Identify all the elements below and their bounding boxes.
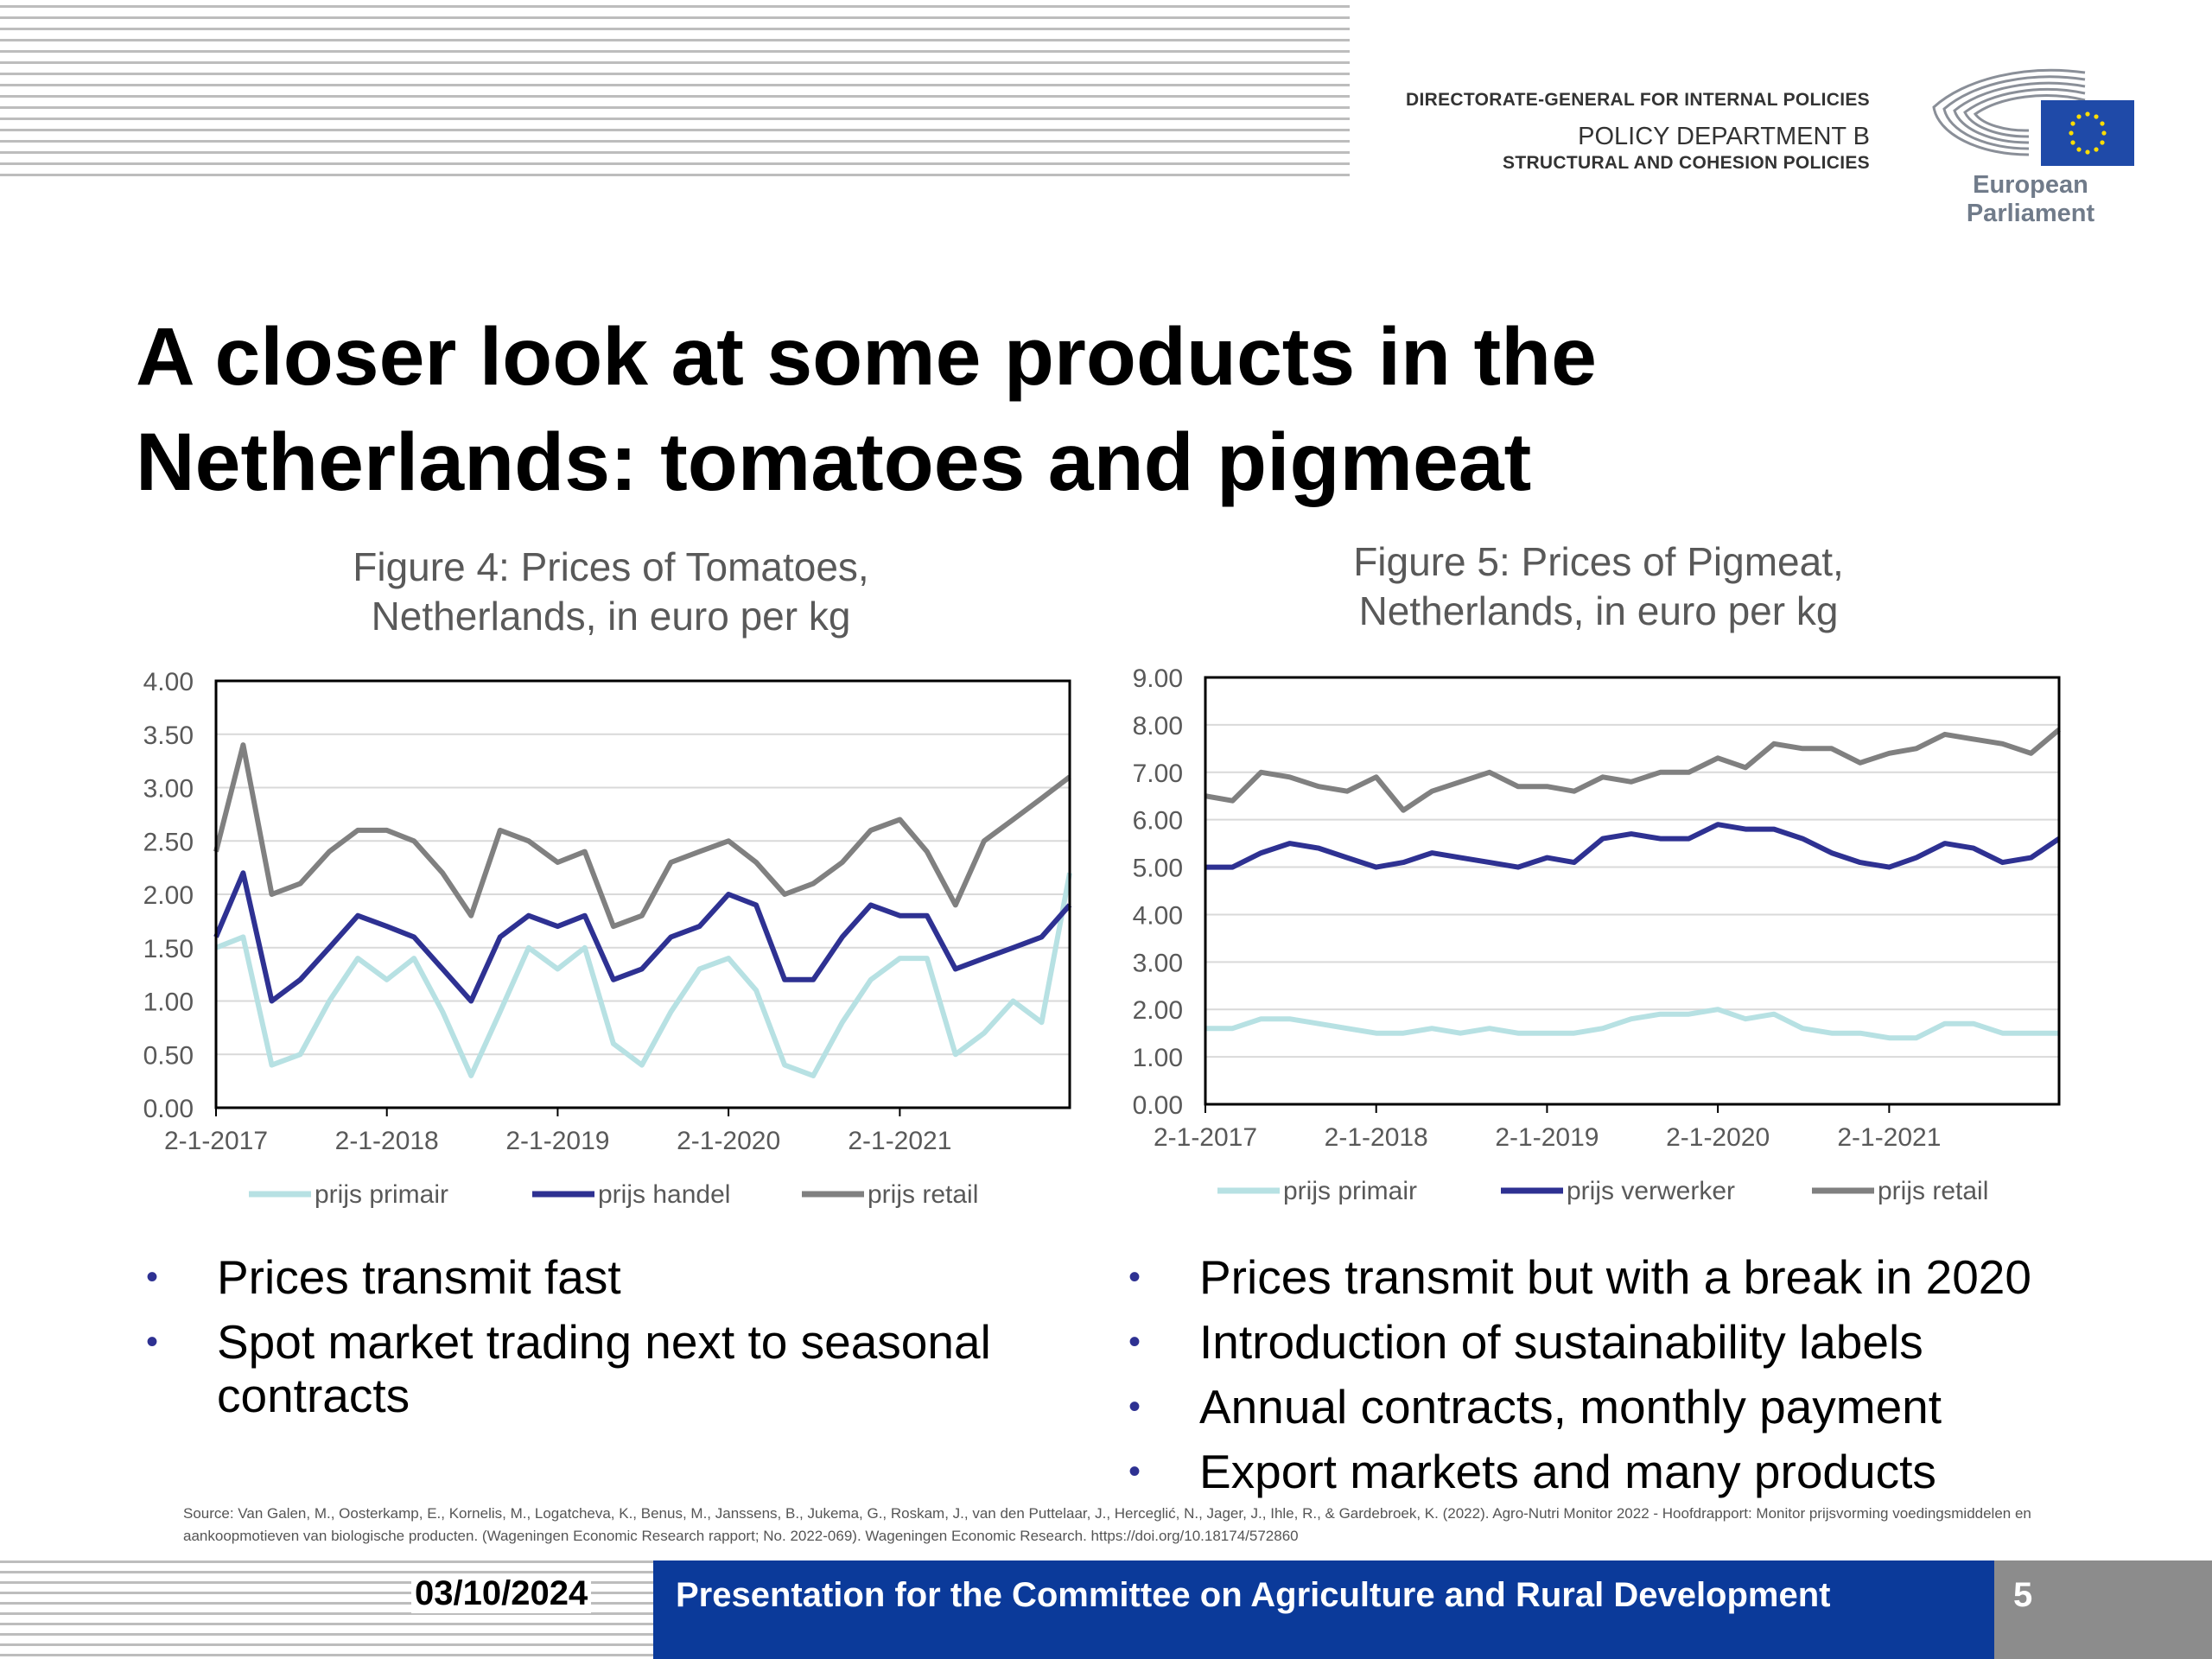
figure4-title: Figure 4: Prices of Tomatoes, Netherland… bbox=[244, 543, 978, 641]
y-tick-label: 1.00 bbox=[1133, 1044, 1183, 1072]
y-tick-label: 7.00 bbox=[1133, 760, 1183, 788]
legend-label: prijs verwerker bbox=[1567, 1177, 1735, 1205]
bullet-list-left: • Prices transmit fast • Spot market tradi… bbox=[136, 1250, 1086, 1433]
y-tick-label: 6.00 bbox=[1133, 807, 1183, 836]
legend-label: prijs handel bbox=[598, 1180, 730, 1209]
series-line-prijs-retail bbox=[1205, 728, 2061, 813]
y-tick-label: 0.00 bbox=[143, 1095, 194, 1123]
figure5-title-line2: Netherlands, in euro per kg bbox=[1358, 588, 1839, 633]
y-tick-label: 0.50 bbox=[143, 1041, 194, 1070]
bullet-item: • Annual contracts, monthly payment bbox=[1128, 1380, 1942, 1433]
header-subtitle: STRUCTURAL AND COHESION POLICIES bbox=[1503, 153, 1870, 173]
source-citation: Source: Van Galen, M., Oosterkamp, E., K… bbox=[183, 1505, 2031, 1544]
x-tick-label: 2-1-2020 bbox=[677, 1127, 780, 1155]
header-department: POLICY DEPARTMENT B bbox=[1578, 123, 1870, 150]
y-tick-label: 1.50 bbox=[143, 935, 194, 963]
series-line-prijs-verwerker bbox=[1205, 822, 2061, 870]
y-tick-label: 0.00 bbox=[1133, 1091, 1183, 1120]
y-tick-label: 5.00 bbox=[1133, 855, 1183, 883]
ep-logo-text: European Parliament bbox=[1966, 171, 2095, 227]
plot-frame bbox=[1204, 676, 2061, 1106]
tomato-price-chart: 0.00 0.50 1.00 1.50 2.00 2.50 3.00 3.50 4.00 2-1-… bbox=[143, 668, 1072, 1209]
bullet-item: • Introduction of sustainability labels bbox=[1128, 1315, 1923, 1369]
european-parliament-logo bbox=[1932, 68, 2134, 166]
slide-title-line1: A closer look at some products in the bbox=[136, 311, 1597, 403]
bullet-list-right: • Prices transmit but with a break in 202… bbox=[1118, 1250, 2198, 1510]
legend-label: prijs primair bbox=[1283, 1177, 1417, 1205]
page-number: 5 bbox=[2013, 1576, 2033, 1614]
x-tick-label: 2-1-2019 bbox=[505, 1127, 609, 1155]
slide-title-line2: Netherlands: tomatoes and pigmeat bbox=[136, 416, 1532, 508]
legend-label: prijs primair bbox=[315, 1180, 448, 1209]
footer-bar bbox=[653, 1560, 1994, 1659]
legend-label: prijs retail bbox=[868, 1180, 978, 1209]
series-line-prijs-retail bbox=[213, 742, 1071, 930]
bullet-item: • Export markets and many products bbox=[1128, 1445, 1936, 1498]
series-line-prijs-primair bbox=[214, 872, 1072, 1078]
footer-title: Presentation for the Committee on Agricu… bbox=[676, 1576, 1831, 1614]
plot-frame bbox=[214, 679, 1071, 1109]
y-tick-label: 2.00 bbox=[143, 881, 194, 910]
bullet-item: • Prices transmit but with a break in 202… bbox=[1128, 1250, 2031, 1304]
figure4-title-line2: Netherlands, in euro per kg bbox=[371, 594, 851, 639]
x-tick-label: 2-1-2021 bbox=[1837, 1123, 1941, 1152]
figure5-title: Figure 5: Prices of Pigmeat, Netherlands… bbox=[1231, 537, 1966, 636]
y-tick-label: 4.00 bbox=[143, 668, 194, 696]
x-tick-label: 2-1-2017 bbox=[1154, 1123, 1257, 1152]
x-tick-label: 2-1-2020 bbox=[1666, 1123, 1770, 1152]
y-tick-label: 8.00 bbox=[1133, 712, 1183, 741]
x-tick-label: 2-1-2021 bbox=[848, 1127, 951, 1155]
footer-page-box bbox=[1994, 1560, 2212, 1659]
series-line-prijs-primair bbox=[1205, 1007, 2059, 1041]
y-tick-label: 3.50 bbox=[143, 721, 194, 750]
bullet-text: Export markets and many products bbox=[1199, 1445, 1936, 1498]
footer-date: 03/10/2024 bbox=[411, 1574, 592, 1613]
y-tick-label: 9.00 bbox=[1133, 664, 1183, 693]
y-tick-label: 4.00 bbox=[1133, 901, 1183, 930]
y-tick-label: 1.00 bbox=[143, 988, 194, 1017]
series-line-prijs-handel bbox=[213, 870, 1072, 1004]
y-tick-label: 2.00 bbox=[1133, 996, 1183, 1025]
y-tick-label: 3.00 bbox=[143, 775, 194, 804]
y-tick-label: 2.50 bbox=[143, 828, 194, 856]
x-tick-label: 2-1-2019 bbox=[1495, 1123, 1599, 1152]
bullet-text: Spot market trading next to seasonal con… bbox=[217, 1315, 991, 1422]
bullet-item: • Spot market trading next to seasonal co… bbox=[146, 1315, 991, 1422]
y-tick-label: 3.00 bbox=[1133, 949, 1183, 977]
figure4-title-line1: Figure 4: Prices of Tomatoes, bbox=[353, 544, 869, 589]
header-stripes bbox=[0, 5, 1350, 183]
figure5-title-line1: Figure 5: Prices of Pigmeat, bbox=[1353, 539, 1844, 584]
bullet-text: Prices transmit but with a break in 2020 bbox=[1199, 1250, 2031, 1304]
x-tick-label: 2-1-2018 bbox=[1325, 1123, 1428, 1152]
pigmeat-price-chart: 0.00 1.00 2.00 3.00 4.00 5.00 6.00 7.00 8.00 9.00… bbox=[1133, 664, 2061, 1205]
bullet-text: Prices transmit fast bbox=[217, 1250, 621, 1304]
bullet-item: • Prices transmit fast bbox=[146, 1250, 621, 1304]
header-text: DIRECTORATE-GENERAL FOR INTERNAL POLICIE… bbox=[1406, 90, 1870, 174]
bullet-text: Annual contracts, monthly payment bbox=[1199, 1380, 1942, 1433]
header-dg: DIRECTORATE-GENERAL FOR INTERNAL POLICIE… bbox=[1406, 90, 1870, 110]
bullet-text: Introduction of sustainability labels bbox=[1199, 1315, 1923, 1369]
x-tick-label: 2-1-2017 bbox=[164, 1127, 268, 1155]
legend-label: prijs retail bbox=[1878, 1177, 1988, 1205]
x-tick-label: 2-1-2018 bbox=[335, 1127, 439, 1155]
slide-title: A closer look at some products in the Ne… bbox=[136, 304, 2037, 515]
